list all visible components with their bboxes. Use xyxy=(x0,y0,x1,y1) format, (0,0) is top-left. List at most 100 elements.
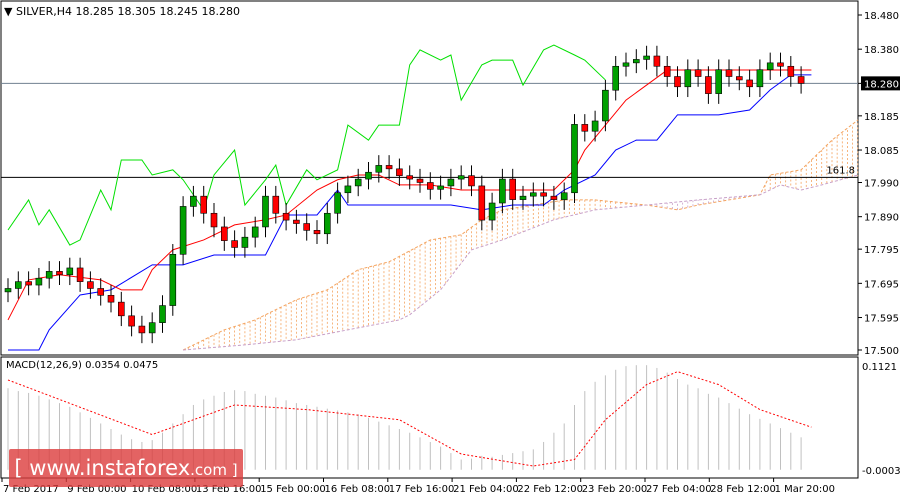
time-tick-label: 22 Feb 12:00 xyxy=(517,484,583,495)
candle-body xyxy=(488,202,496,221)
candle-body xyxy=(272,195,280,214)
candle-body xyxy=(45,271,53,279)
chikou-span-line xyxy=(7,44,606,246)
candle-body xyxy=(787,65,795,77)
candle-body xyxy=(262,195,269,228)
time-tick-label: 10 Feb 08:00 xyxy=(132,484,198,495)
candle-body xyxy=(56,271,63,276)
candle-body xyxy=(210,212,218,228)
candle-body xyxy=(478,185,486,221)
price-tick-label: 17.595 xyxy=(864,314,899,325)
candle-body xyxy=(571,124,578,194)
candle-body xyxy=(87,281,94,289)
candle-body xyxy=(385,165,393,170)
candle-body xyxy=(457,175,465,180)
candle-body xyxy=(118,301,125,317)
kijun-sen-line xyxy=(8,74,812,351)
candle-body xyxy=(426,182,434,190)
candle-body xyxy=(674,76,681,88)
candle-body xyxy=(591,120,599,132)
candle-body xyxy=(529,192,537,197)
price-tick-label: 18.480 xyxy=(864,11,899,22)
candle-body xyxy=(735,76,743,81)
candle-body xyxy=(396,168,403,176)
candle-body xyxy=(282,212,290,221)
candle-body xyxy=(15,281,22,289)
time-tick-label: 1 Mar 20:00 xyxy=(775,484,835,495)
candle-body xyxy=(148,322,156,334)
price-tick-label: 17.990 xyxy=(864,179,899,190)
time-tick-label: 15 Feb 00:00 xyxy=(260,484,326,495)
tenkan-sen-line xyxy=(7,69,812,321)
candle-body xyxy=(344,185,352,194)
candle-body xyxy=(4,288,12,293)
macd-label: MACD(12,26,9) 0.0354 0.0475 xyxy=(6,360,159,371)
fibonacci-level-label: 161.8 xyxy=(826,165,855,176)
senkou-span-a-line xyxy=(182,119,859,351)
candle-body xyxy=(169,253,177,306)
current-price-badge xyxy=(861,76,900,91)
candle-body xyxy=(519,195,527,200)
candle-body xyxy=(313,230,321,235)
candle-body xyxy=(437,185,444,190)
macd-axis-max: 0.1121 xyxy=(862,362,897,373)
candle-body xyxy=(684,69,692,88)
time-tick-label: 28 Feb 12:00 xyxy=(710,484,776,495)
candle-body xyxy=(66,267,74,276)
time-tick-label: 23 Feb 20:00 xyxy=(582,484,648,495)
time-tick-label: 27 Feb 04:00 xyxy=(646,484,712,495)
symbol-label: SILVER,H4 xyxy=(15,5,72,18)
candle-body xyxy=(694,69,702,77)
main-panel-frame xyxy=(0,0,859,356)
candle-body xyxy=(354,178,362,187)
price-tick-label: 17.695 xyxy=(864,279,899,290)
macd-panel-frame xyxy=(0,356,859,479)
candle-body xyxy=(375,165,383,173)
macd-signal-line xyxy=(7,371,812,467)
candle-body xyxy=(756,69,764,88)
candle-body xyxy=(715,69,723,94)
price-tick-label: 17.500 xyxy=(864,346,899,357)
candle-body xyxy=(334,192,341,214)
candle-body xyxy=(643,55,650,60)
candle-body xyxy=(468,175,475,187)
time-tick-label: 17 Feb 16:00 xyxy=(389,484,455,495)
candle-body xyxy=(241,236,249,248)
candle-body xyxy=(746,79,753,88)
candle-body xyxy=(602,89,609,122)
candle-body xyxy=(622,62,630,67)
candle-body xyxy=(447,178,455,187)
watermark-logo: [ www.instaforex.com ] xyxy=(9,449,243,487)
candle-body xyxy=(35,277,43,286)
candle-body xyxy=(159,305,166,323)
candle-body xyxy=(303,223,311,231)
candle-body xyxy=(416,178,424,183)
ohlc-values: 18.285 18.305 18.245 18.280 xyxy=(75,5,240,18)
candle-body xyxy=(107,295,115,303)
candle-body xyxy=(293,219,300,224)
candle-body xyxy=(128,315,135,327)
candle-body xyxy=(97,288,104,296)
candle-body xyxy=(221,226,228,241)
candle-body xyxy=(612,65,620,91)
candle-body xyxy=(797,76,805,84)
candle-body xyxy=(550,195,558,200)
price-tick-label: 18.085 xyxy=(864,146,899,157)
chart-title: ▼ SILVER,H4 18.285 18.305 18.245 18.280 xyxy=(4,5,240,18)
price-tick-label: 18.380 xyxy=(864,45,899,56)
candle-body xyxy=(766,62,774,70)
candle-body xyxy=(25,281,32,286)
symbol-dropdown-icon[interactable]: ▼ xyxy=(4,5,13,18)
time-tick-label: 9 Feb 00:00 xyxy=(67,484,126,495)
candle-body xyxy=(200,195,207,214)
candle-body xyxy=(653,55,661,67)
candle-body xyxy=(509,178,517,200)
candle-body xyxy=(560,192,568,200)
senkou-span-b-line xyxy=(183,174,859,351)
price-tick-label: 18.185 xyxy=(864,112,899,123)
candle-body xyxy=(76,267,84,282)
price-tick-label: 18.280 xyxy=(864,79,899,90)
candle-body xyxy=(179,206,187,255)
